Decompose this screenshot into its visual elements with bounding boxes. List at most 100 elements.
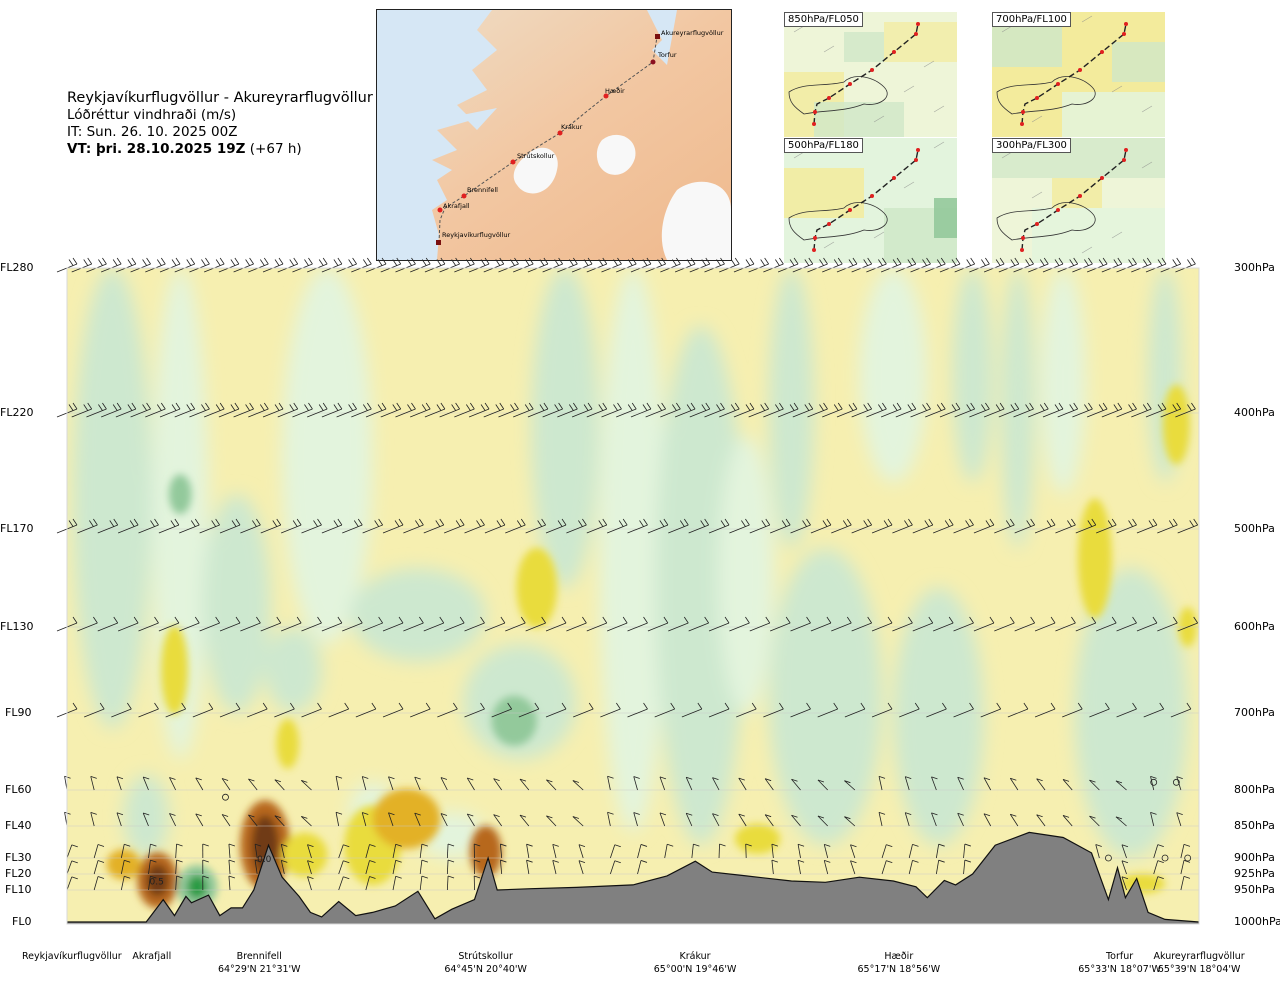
wind-barb-feather <box>274 779 281 783</box>
wind-barb-feather <box>948 616 954 624</box>
wind-barb-feather <box>690 402 696 410</box>
wind-barb-feather <box>1046 520 1052 527</box>
wind-barb-feather <box>712 777 719 781</box>
wind-barb-feather <box>228 875 236 879</box>
wind-barb <box>483 408 504 418</box>
wind-barb-feather <box>398 518 404 526</box>
wind-barb-feather <box>541 518 546 526</box>
wind-barb-feather <box>607 811 614 815</box>
field-core <box>276 718 300 769</box>
wind-barb-feather <box>127 259 133 266</box>
wind-barb <box>871 524 893 534</box>
wind-barb-feather <box>908 616 913 624</box>
wind-barb-feather <box>150 875 157 879</box>
wind-barb-feather <box>1073 402 1079 410</box>
wind-barb <box>138 708 159 718</box>
wind-barb-feather <box>254 859 262 863</box>
wind-barb-feather <box>720 402 725 410</box>
wind-barb-feather <box>1062 779 1070 782</box>
wind-barb <box>1089 708 1110 718</box>
wind-barb-feather <box>686 812 693 816</box>
wind-barb-feather <box>848 404 854 411</box>
wind-barb-feather <box>411 257 416 265</box>
wind-barb-feather <box>697 702 703 710</box>
wind-barb <box>566 622 587 632</box>
wind-barb <box>526 844 530 859</box>
wind-barb-feather <box>850 860 857 864</box>
wind-barb <box>810 524 832 534</box>
wind-barb-feather <box>852 257 858 265</box>
wind-barb-feather <box>245 259 250 266</box>
wind-barb-feather <box>701 259 707 266</box>
wind-barb-feather <box>789 404 795 411</box>
wind-barb-feather <box>924 520 930 527</box>
wind-barb-feather <box>215 616 220 624</box>
wind-barb <box>443 524 465 534</box>
wind-barb-feather <box>764 257 769 265</box>
wind-barb-feather <box>554 404 559 411</box>
wind-barb-feather <box>1026 520 1032 527</box>
wind-barb-feather <box>969 616 974 624</box>
wind-barb <box>117 622 139 632</box>
wind-barb-feather <box>985 257 990 265</box>
wind-barb-feather <box>301 816 308 819</box>
wind-barb <box>983 777 992 791</box>
wind-barb <box>573 708 594 718</box>
fjord <box>462 108 497 130</box>
wind-barb <box>586 408 607 418</box>
wind-barb-feather <box>806 518 811 526</box>
wind-barb <box>1143 708 1164 718</box>
wind-barb <box>1036 778 1046 791</box>
wind-barb-feather <box>1071 518 1076 526</box>
wind-barb-feather <box>205 257 210 265</box>
wind-barb-feather <box>940 257 946 265</box>
wind-barb-feather <box>734 402 740 410</box>
wind-barb <box>148 860 151 875</box>
wind-barb-feather <box>528 402 534 410</box>
wind-barb-feather <box>528 257 534 265</box>
wind-barb <box>338 860 344 875</box>
wind-barb-feather <box>514 402 519 410</box>
wind-barb <box>1034 708 1056 718</box>
wind-barb-feather <box>633 812 640 815</box>
field-band <box>1040 268 1086 495</box>
wind-barb <box>586 622 607 632</box>
wind-barb-feather <box>686 259 692 266</box>
wind-barb <box>691 844 694 859</box>
wind-barb-feather <box>1025 259 1030 266</box>
wind-barb-feather <box>642 404 648 411</box>
wind-barb-feather <box>793 257 799 265</box>
flight-level-label: FL130 <box>0 620 34 633</box>
route-line <box>438 36 658 244</box>
wind-barb-feather <box>447 859 455 863</box>
wind-barb-feather <box>1030 518 1036 526</box>
wind-barb-feather <box>102 402 107 410</box>
field-core <box>516 547 558 628</box>
wind-barb-feather <box>396 402 402 410</box>
field-core <box>282 832 328 877</box>
wind-barb-feather <box>1091 616 1097 624</box>
wind-barb-feather <box>1132 702 1137 710</box>
wind-barb <box>910 408 931 418</box>
wind-barb-feather <box>867 402 872 410</box>
wind-barb <box>513 408 534 418</box>
wind-barb-feather <box>514 257 519 265</box>
field-band <box>768 548 883 846</box>
wind-barb <box>280 524 302 534</box>
waypoint-name: Akureyrarflugvöllur <box>1153 951 1245 962</box>
wind-barb <box>790 708 811 718</box>
wind-barb-feather <box>171 259 177 266</box>
wind-barb <box>973 622 995 632</box>
wind-barb-feather <box>1009 518 1015 526</box>
wind-barb-feather <box>484 402 490 410</box>
pressure-level-label: 1000hPa <box>1234 915 1280 928</box>
mini-map-500: 500hPa/FL180 <box>784 138 957 263</box>
wind-barb-feather <box>215 259 221 266</box>
wind-barb-feather <box>235 616 241 624</box>
wind-barb-feather <box>1050 616 1056 624</box>
wind-barb <box>545 622 567 632</box>
wind-barb-feather <box>627 404 633 411</box>
wind-barb <box>158 524 180 534</box>
wind-barb-feather <box>202 875 209 879</box>
wind-barb <box>1036 814 1046 827</box>
